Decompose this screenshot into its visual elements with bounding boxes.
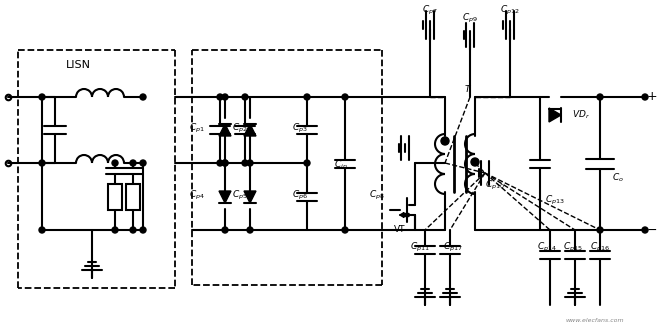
Text: $C_{p2}$: $C_{p2}$ xyxy=(232,122,248,135)
Circle shape xyxy=(342,94,348,100)
Text: VT: VT xyxy=(393,226,405,234)
Text: $C_{p6}$: $C_{p6}$ xyxy=(292,188,308,201)
Polygon shape xyxy=(244,191,256,203)
Text: $C_{p13}$: $C_{p13}$ xyxy=(545,193,565,207)
Circle shape xyxy=(441,137,449,145)
Text: +: + xyxy=(647,91,657,103)
Polygon shape xyxy=(244,124,256,136)
Circle shape xyxy=(247,160,253,166)
Circle shape xyxy=(112,160,118,166)
Circle shape xyxy=(140,94,146,100)
Text: $C_{p1}$: $C_{p1}$ xyxy=(189,122,205,135)
Circle shape xyxy=(242,94,248,100)
Text: $C_{p16}$: $C_{p16}$ xyxy=(590,241,610,254)
Circle shape xyxy=(140,227,146,233)
Circle shape xyxy=(130,227,136,233)
Text: $C_{p12}$: $C_{p12}$ xyxy=(500,4,520,17)
Circle shape xyxy=(471,158,479,166)
Polygon shape xyxy=(219,191,231,203)
Circle shape xyxy=(642,94,648,100)
Text: $C_{p10}$: $C_{p10}$ xyxy=(485,178,505,192)
Text: $C_{p3}$: $C_{p3}$ xyxy=(292,122,308,135)
Text: LISN: LISN xyxy=(66,60,91,70)
Bar xyxy=(108,184,122,210)
Circle shape xyxy=(217,94,223,100)
Circle shape xyxy=(222,160,228,166)
Circle shape xyxy=(304,160,310,166)
Circle shape xyxy=(112,227,118,233)
Circle shape xyxy=(242,160,248,166)
Circle shape xyxy=(642,227,648,233)
Bar xyxy=(126,184,140,210)
Text: $C_{p14}$: $C_{p14}$ xyxy=(537,241,557,254)
Text: $VD_r$: $VD_r$ xyxy=(572,109,590,121)
Text: $C_{p5}$: $C_{p5}$ xyxy=(232,188,248,201)
Text: $C_{p4}$: $C_{p4}$ xyxy=(189,188,205,201)
Circle shape xyxy=(39,160,45,166)
Text: $C_{p9}$: $C_{p9}$ xyxy=(462,11,478,24)
Text: $C_{p17}$: $C_{p17}$ xyxy=(443,241,463,254)
Circle shape xyxy=(222,160,228,166)
Text: $C_{p7}$: $C_{p7}$ xyxy=(422,4,438,17)
Circle shape xyxy=(130,160,136,166)
Circle shape xyxy=(222,227,228,233)
Text: $C_o$: $C_o$ xyxy=(612,172,624,184)
Circle shape xyxy=(140,160,146,166)
Polygon shape xyxy=(549,108,561,122)
Circle shape xyxy=(597,227,603,233)
Text: $C_{p15}$: $C_{p15}$ xyxy=(563,241,583,254)
Circle shape xyxy=(222,94,228,100)
Circle shape xyxy=(342,227,348,233)
Text: $C_{in}$: $C_{in}$ xyxy=(334,159,348,171)
Text: $C_{p8}$: $C_{p8}$ xyxy=(369,188,385,201)
Circle shape xyxy=(39,227,45,233)
Text: www.elecfans.com: www.elecfans.com xyxy=(566,318,624,322)
Circle shape xyxy=(597,94,603,100)
Text: $T$: $T$ xyxy=(464,82,472,94)
Text: −: − xyxy=(647,224,657,236)
FancyArrow shape xyxy=(400,213,409,217)
Circle shape xyxy=(39,94,45,100)
Circle shape xyxy=(217,160,223,166)
Text: $C_{p11}$: $C_{p11}$ xyxy=(410,241,430,254)
Polygon shape xyxy=(219,124,231,136)
Circle shape xyxy=(247,227,253,233)
Circle shape xyxy=(304,94,310,100)
